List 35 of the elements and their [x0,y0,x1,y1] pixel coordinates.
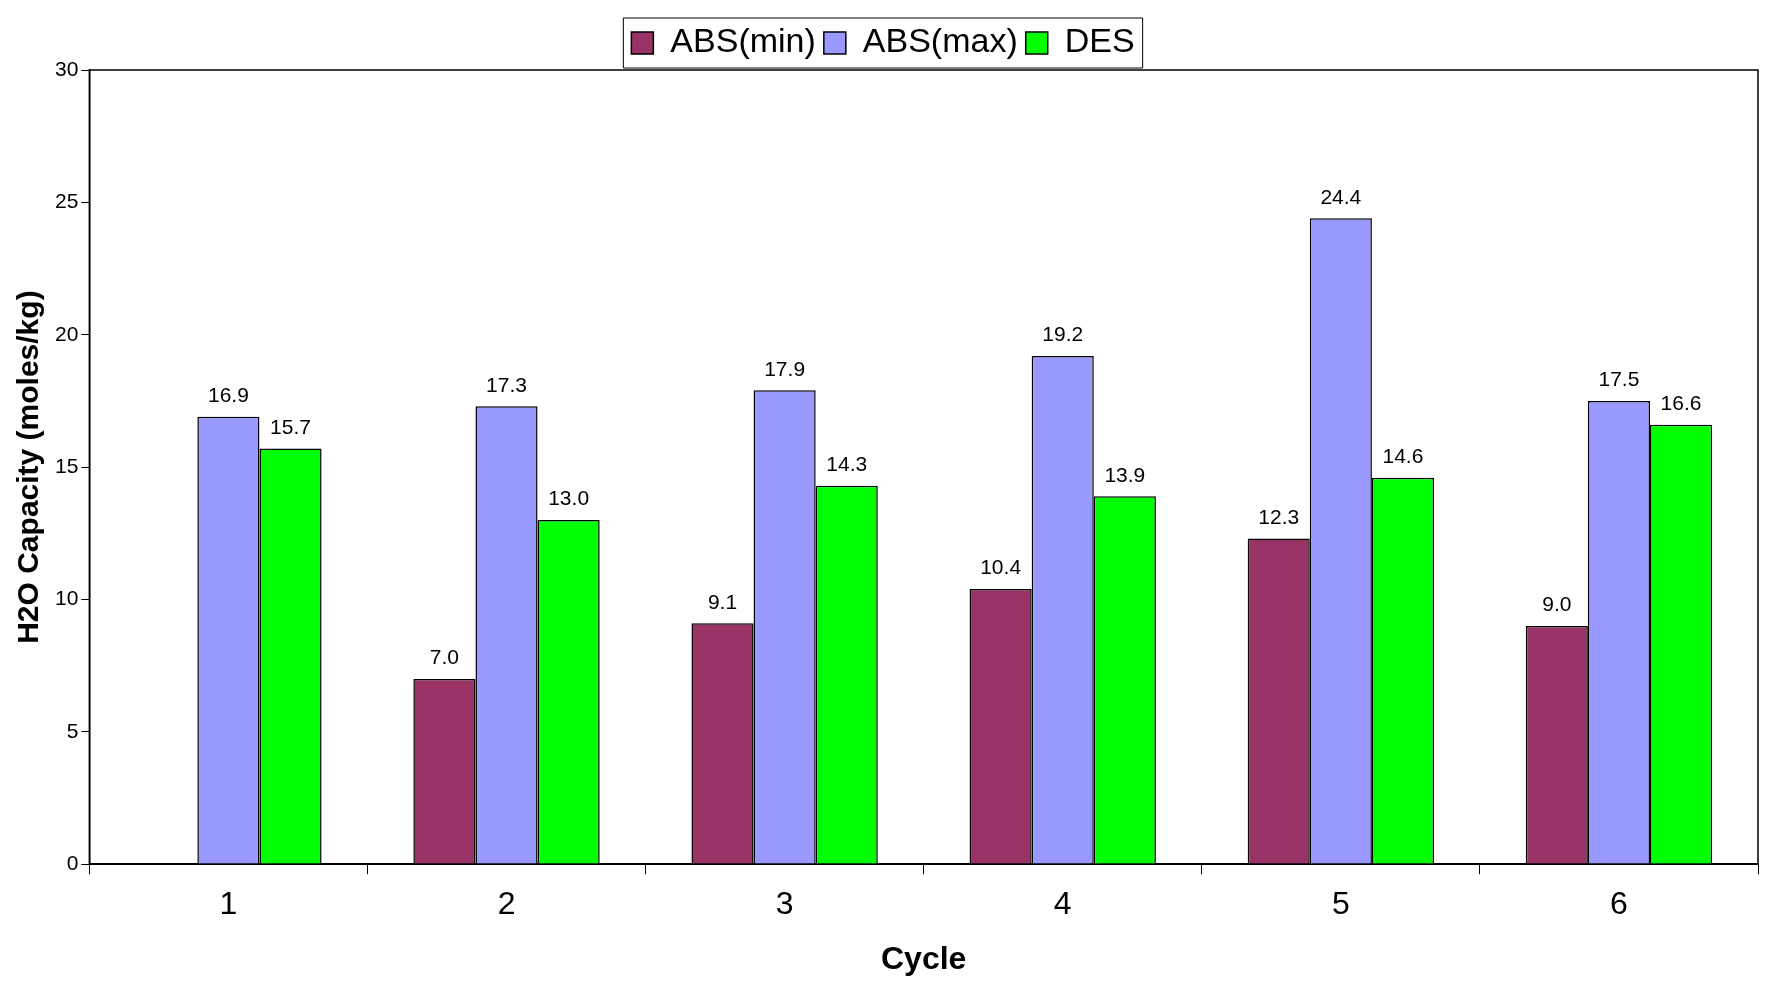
data-label: 14.3 [826,451,868,475]
y-tick-label: 15 [55,453,79,477]
x-tick-label: 1 [219,885,238,922]
data-label: 17.3 [486,372,527,396]
y-tick-label: 25 [55,189,79,213]
data-label: 7.0 [429,645,460,669]
data-label: 10.4 [980,555,1022,579]
data-label: 13.9 [1104,462,1146,486]
data-label: 19.2 [1042,322,1084,346]
y-tick-label: 20 [55,321,79,345]
data-label: 14.6 [1382,443,1424,467]
x-tick-label: 2 [497,885,516,922]
x-tick-label: 4 [1053,885,1072,922]
legend-label: ABS(max) [862,21,1018,60]
x-tick-label: 6 [1610,885,1628,922]
y-axis-title: H2O Capacity (moles/kg) [11,290,45,644]
data-label: 12.3 [1258,504,1300,528]
legend-label: DES [1064,21,1135,60]
y-tick-label: 30 [55,56,79,80]
x-tick-label: 3 [775,885,794,922]
data-label: 15.7 [270,414,311,438]
data-label: 9.1 [707,589,738,613]
x-tick-label: 5 [1331,885,1350,922]
data-label: 13.0 [548,486,590,510]
data-label: 16.9 [207,383,249,407]
data-label: 24.4 [1320,184,1362,208]
data-label: 16.6 [1660,391,1702,415]
data-label: 17.9 [764,356,806,380]
legend-label: ABS(min) [670,21,816,60]
y-tick-label: 5 [66,718,79,742]
y-tick-label: 0 [66,851,79,874]
y-tick-label: 10 [55,586,79,610]
data-label: 9.0 [1542,592,1572,616]
data-label: 17.5 [1598,367,1640,391]
x-axis-title: Cycle [880,939,967,976]
